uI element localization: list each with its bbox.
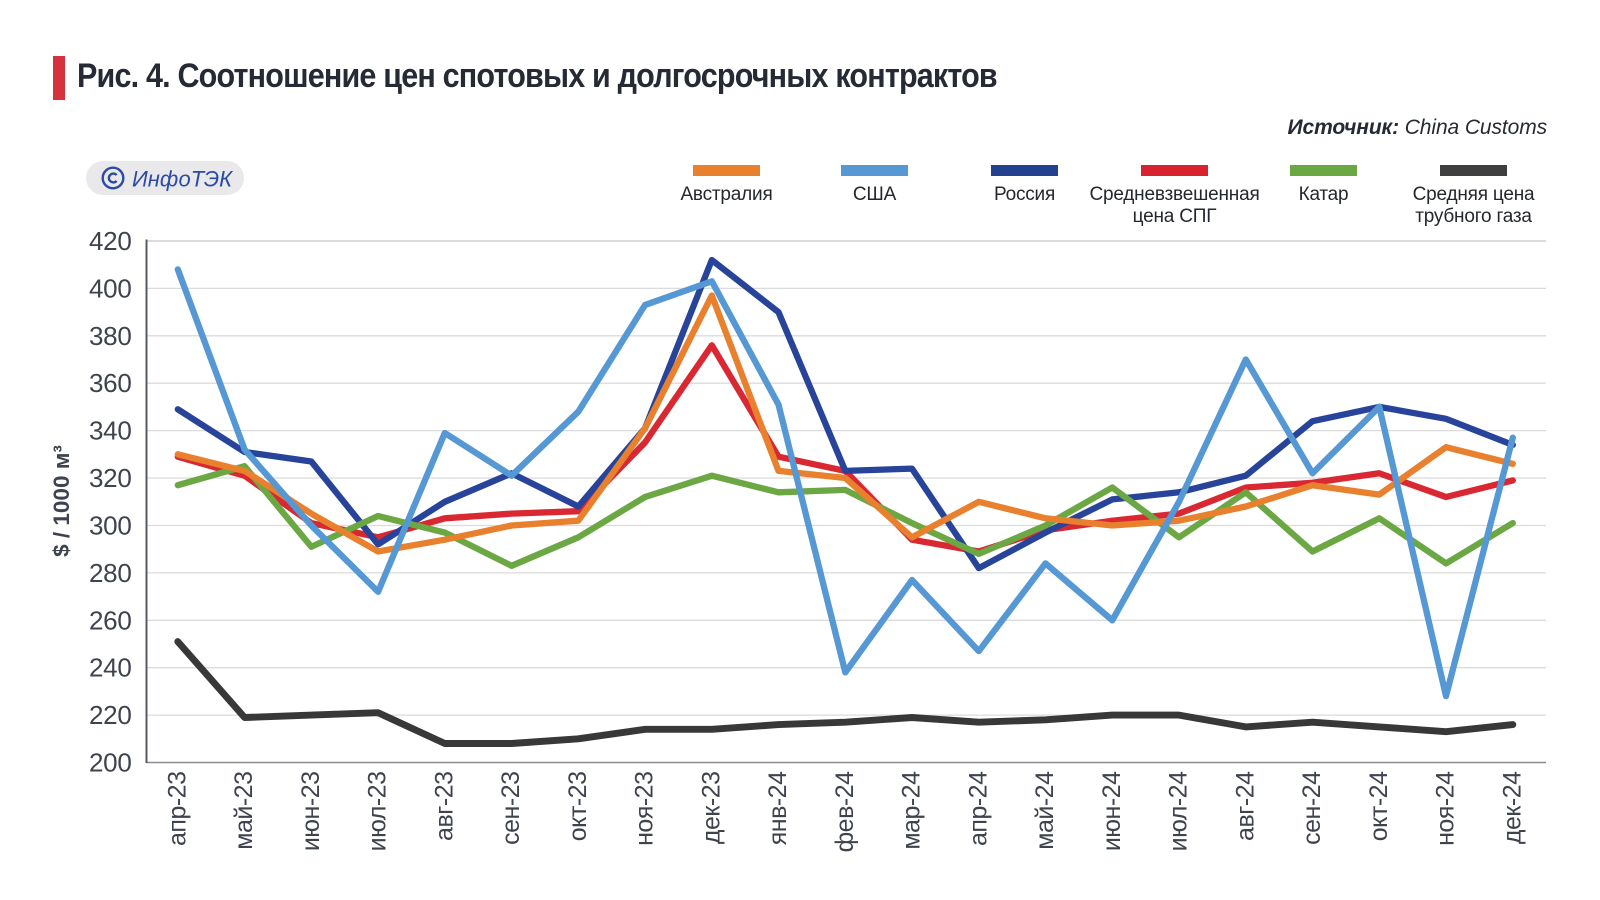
svg-text:мар-24: мар-24	[898, 771, 926, 850]
svg-text:260: 260	[89, 605, 131, 635]
svg-text:300: 300	[89, 511, 131, 541]
svg-text:220: 220	[89, 700, 131, 730]
svg-text:апр-24: апр-24	[964, 771, 992, 846]
svg-text:200: 200	[89, 748, 131, 778]
svg-text:май-24: май-24	[1031, 771, 1059, 850]
svg-text:янв-24: янв-24	[764, 771, 792, 845]
svg-text:май-23: май-23	[230, 772, 258, 850]
svg-text:340: 340	[89, 416, 131, 446]
svg-text:фев-24: фев-24	[831, 771, 859, 852]
svg-text:окт-24: окт-24	[1365, 771, 1393, 841]
svg-text:авг-24: авг-24	[1231, 771, 1259, 841]
svg-text:июл-24: июл-24	[1165, 771, 1193, 851]
svg-text:420: 420	[89, 226, 131, 256]
svg-text:380: 380	[89, 321, 131, 351]
svg-text:дек-23: дек-23	[697, 772, 725, 845]
svg-text:240: 240	[89, 653, 131, 683]
svg-text:дек-24: дек-24	[1498, 771, 1526, 844]
svg-text:июл-23: июл-23	[364, 772, 392, 852]
svg-text:сен-23: сен-23	[497, 772, 525, 845]
svg-text:сен-24: сен-24	[1298, 771, 1326, 845]
svg-text:320: 320	[89, 463, 131, 493]
svg-text:июн-24: июн-24	[1098, 771, 1126, 851]
svg-text:ноя-24: ноя-24	[1432, 771, 1460, 846]
svg-text:апр-23: апр-23	[163, 772, 191, 846]
svg-text:июн-23: июн-23	[297, 772, 325, 852]
svg-text:окт-23: окт-23	[564, 772, 592, 842]
svg-text:280: 280	[89, 558, 131, 588]
svg-text:ноя-23: ноя-23	[631, 772, 659, 846]
svg-text:авг-23: авг-23	[430, 772, 458, 841]
svg-text:400: 400	[89, 273, 131, 303]
svg-text:360: 360	[89, 368, 131, 398]
